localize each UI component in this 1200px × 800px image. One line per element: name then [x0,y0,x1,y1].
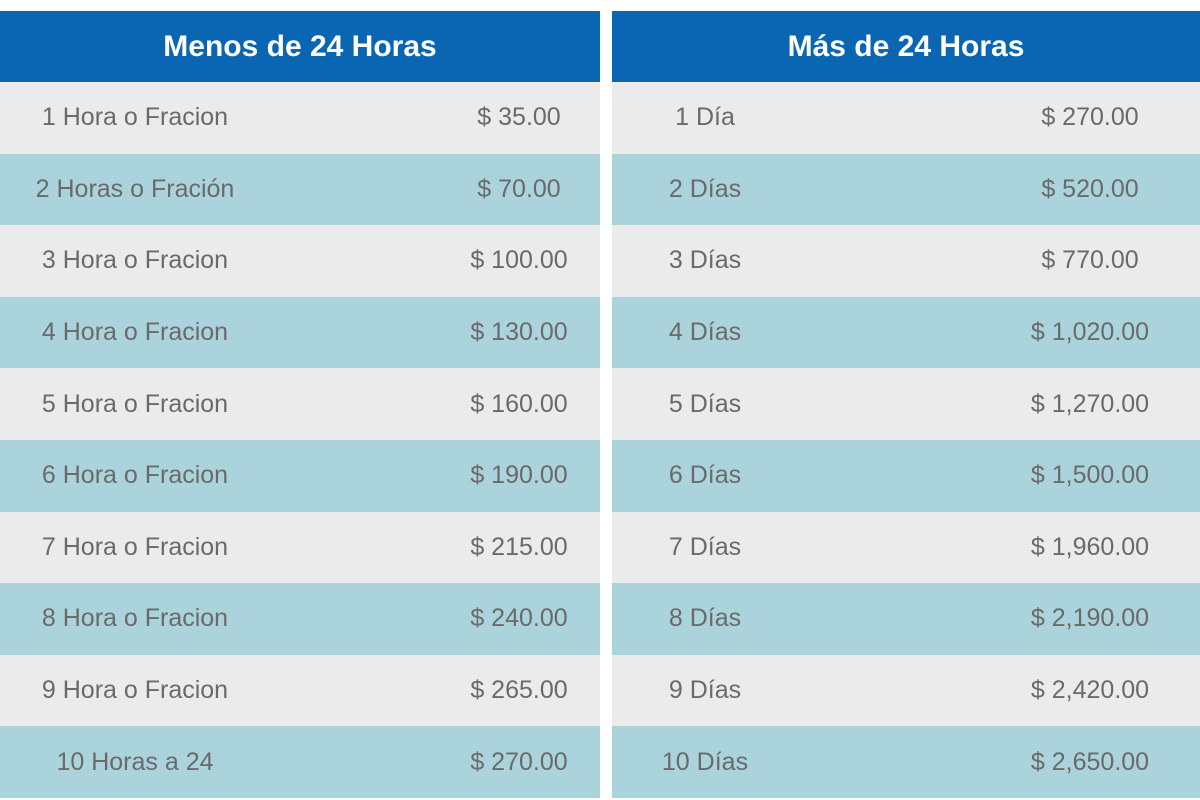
table-row: 8 Días $ 2,190.00 [612,583,1200,655]
table-row: 7 Días $ 1,960.00 [612,511,1200,584]
table-row: 6 Días $ 1,500.00 [612,439,1200,512]
duration: 7 Días [668,532,742,561]
table-row: 3 Días $ 770.00 [612,225,1200,297]
duration: 8 Hora o Fracion [41,604,229,633]
price: $ 2,650.00 [1030,747,1150,776]
price: $ 520.00 [1041,174,1139,203]
table-row: 2 Días $ 520.00 [612,153,1200,226]
table-row: 5 Hora o Fracion $ 160.00 [0,368,600,440]
price: $ 265.00 [470,676,568,705]
table-row: 8 Hora o Fracion $ 240.00 [0,583,600,655]
table-row: 4 Días $ 1,020.00 [612,296,1200,369]
duration: 7 Hora o Fracion [41,532,229,561]
price: $ 1,270.00 [1030,389,1150,418]
table-row: 5 Días $ 1,270.00 [612,368,1200,440]
duration: 1 Hora o Fracion [41,103,229,132]
price: $ 2,190.00 [1030,604,1150,633]
price: $ 1,960.00 [1030,532,1150,561]
price: $ 35.00 [477,103,561,132]
duration: 4 Hora o Fracion [41,318,229,347]
duration: 6 Días [668,461,742,490]
price: $ 770.00 [1041,246,1139,275]
duration: 9 Días [668,676,742,705]
price: $ 1,020.00 [1030,318,1150,347]
price: $ 130.00 [470,318,568,347]
price: $ 215.00 [470,532,568,561]
duration: 2 Días [668,174,742,203]
table-row: 1 Día $ 270.00 [612,82,1200,154]
duration: 5 Hora o Fracion [41,389,229,418]
duration: 5 Días [668,389,742,418]
table-row: 10 Horas a 24 $ 270.00 [0,726,600,798]
table-row: 9 Días $ 2,420.00 [612,654,1200,727]
duration: 10 Horas a 24 [56,747,214,776]
table-row: 3 Hora o Fracion $ 100.00 [0,225,600,297]
table-row: 7 Hora o Fracion $ 215.00 [0,511,600,584]
table-header: Más de 24 Horas [612,11,1200,82]
duration: 1 Día [675,103,735,132]
price: $ 270.00 [1041,103,1139,132]
table-row: 10 Días $ 2,650.00 [612,726,1200,798]
duration: 9 Hora o Fracion [41,676,229,705]
price: $ 240.00 [470,604,568,633]
table-row: 1 Hora o Fracion $ 35.00 [0,82,600,154]
table-row: 2 Horas o Fración $ 70.00 [0,153,600,226]
price: $ 100.00 [470,246,568,275]
table-header: Menos de 24 Horas [0,11,600,82]
duration: 3 Días [668,246,742,275]
price: $ 160.00 [470,389,568,418]
price: $ 190.00 [470,461,568,490]
table-row: 4 Hora o Fracion $ 130.00 [0,296,600,369]
price: $ 1,500.00 [1030,461,1150,490]
duration: 10 Días [661,747,749,776]
duration: 2 Horas o Fración [35,174,235,203]
duration: 8 Días [668,604,742,633]
duration: 6 Hora o Fracion [41,461,229,490]
price: $ 270.00 [470,747,568,776]
duration: 4 Días [668,318,742,347]
duration: 3 Hora o Fracion [41,246,229,275]
price: $ 2,420.00 [1030,676,1150,705]
price: $ 70.00 [477,174,561,203]
table-row: 9 Hora o Fracion $ 265.00 [0,654,600,727]
table-row: 6 Hora o Fracion $ 190.00 [0,439,600,512]
price-table: Menos de 24 Horas 1 Hora o Fracion $ 35.00… [0,11,600,798]
price-table: Más de 24 Horas 1 Día $ 270.00 2 Días $ 520.… [612,11,1200,798]
